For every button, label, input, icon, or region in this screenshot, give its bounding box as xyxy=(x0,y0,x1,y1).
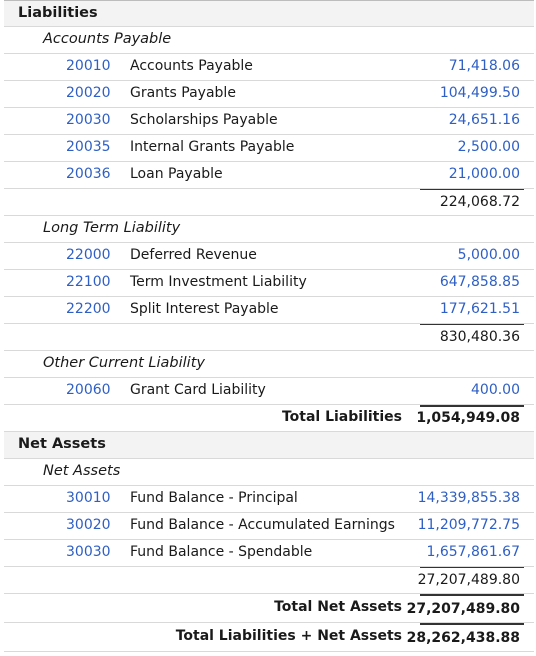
account-number-link[interactable]: 20060 xyxy=(66,382,111,398)
account-name: Accounts Payable xyxy=(130,58,253,74)
subtotal-cell: 224,068.72 xyxy=(420,189,524,216)
group-header-long-term-liability: Long Term Liability xyxy=(4,216,534,243)
group-title: Long Term Liability xyxy=(43,220,181,236)
total-liabilities-label: Total Liabilities xyxy=(281,409,402,425)
section-header-net-assets: Net Assets xyxy=(4,432,534,459)
grand-total-row: Total Liabilities + Net Assets 28,262,43… xyxy=(4,623,534,652)
account-number-link[interactable]: 22100 xyxy=(66,274,111,290)
total-liabilities-value: 1,054,949.08 xyxy=(416,410,520,426)
account-row: 30030 Fund Balance - Spendable 1,657,861… xyxy=(4,540,534,567)
account-name: Fund Balance - Spendable xyxy=(130,544,313,560)
account-row: 20060 Grant Card Liability 400.00 xyxy=(4,378,534,405)
account-number-link[interactable]: 30020 xyxy=(66,517,111,533)
account-row: 20010 Accounts Payable 71,418.06 xyxy=(4,54,534,81)
subtotal-row: 224,068.72 xyxy=(4,189,534,216)
account-name: Deferred Revenue xyxy=(130,247,257,263)
account-amount-link[interactable]: 71,418.06 xyxy=(448,58,520,74)
account-name: Scholarships Payable xyxy=(130,112,278,128)
grand-total-cell: 28,262,438.88 xyxy=(407,623,524,651)
section-title: Liabilities xyxy=(18,5,98,21)
account-amount-link[interactable]: 1,657,861.67 xyxy=(426,544,520,560)
subtotal-value: 830,480.36 xyxy=(439,329,520,345)
total-net-assets-row: Total Net Assets 27,207,489.80 xyxy=(4,594,534,623)
account-row: 20020 Grants Payable 104,499.50 xyxy=(4,81,534,108)
account-amount-link[interactable]: 5,000.00 xyxy=(457,247,520,263)
account-number-link[interactable]: 30030 xyxy=(66,544,111,560)
account-amount-link[interactable]: 177,621.51 xyxy=(439,301,520,317)
account-row: 30020 Fund Balance - Accumulated Earning… xyxy=(4,513,534,540)
section-title: Net Assets xyxy=(18,436,106,452)
account-amount-link[interactable]: 104,499.50 xyxy=(439,85,520,101)
section-header-liabilities: Liabilities xyxy=(4,0,534,27)
account-number-link[interactable]: 30010 xyxy=(66,490,111,506)
account-name: Term Investment Liability xyxy=(130,274,307,290)
account-name: Grants Payable xyxy=(130,85,236,101)
account-number-link[interactable]: 22000 xyxy=(66,247,111,263)
group-title: Accounts Payable xyxy=(43,31,172,47)
subtotal-cell: 830,480.36 xyxy=(420,324,524,351)
account-number-link[interactable]: 20010 xyxy=(66,58,111,74)
account-name: Grant Card Liability xyxy=(130,382,266,398)
account-name: Internal Grants Payable xyxy=(130,139,295,155)
group-title: Other Current Liability xyxy=(43,355,205,371)
account-number-link[interactable]: 20036 xyxy=(66,166,111,182)
grand-total-label: Total Liabilities + Net Assets xyxy=(175,628,402,644)
subtotal-value: 224,068.72 xyxy=(439,194,520,210)
account-row: 22000 Deferred Revenue 5,000.00 xyxy=(4,243,534,270)
account-row: 30010 Fund Balance - Principal 14,339,85… xyxy=(4,486,534,513)
subtotal-cell: 27,207,489.80 xyxy=(417,567,524,594)
account-name: Loan Payable xyxy=(130,166,223,182)
account-amount-link[interactable]: 11,209,772.75 xyxy=(417,517,520,533)
account-row: 22200 Split Interest Payable 177,621.51 xyxy=(4,297,534,324)
total-net-assets-label: Total Net Assets xyxy=(274,599,402,615)
group-header-accounts-payable: Accounts Payable xyxy=(4,27,534,54)
total-liabilities-cell: 1,054,949.08 xyxy=(416,405,524,431)
account-amount-link[interactable]: 647,858.85 xyxy=(439,274,520,290)
total-liabilities-row: Total Liabilities 1,054,949.08 xyxy=(4,405,534,432)
account-row: 20035 Internal Grants Payable 2,500.00 xyxy=(4,135,534,162)
account-number-link[interactable]: 20035 xyxy=(66,139,111,155)
group-header-net-assets: Net Assets xyxy=(4,459,534,486)
account-name: Fund Balance - Accumulated Earnings xyxy=(130,517,395,533)
account-amount-link[interactable]: 21,000.00 xyxy=(448,166,520,182)
total-net-assets-cell: 27,207,489.80 xyxy=(407,594,524,622)
account-number-link[interactable]: 20020 xyxy=(66,85,111,101)
subtotal-value: 27,207,489.80 xyxy=(417,572,520,588)
account-number-link[interactable]: 20030 xyxy=(66,112,111,128)
account-row: 22100 Term Investment Liability 647,858.… xyxy=(4,270,534,297)
total-net-assets-value: 27,207,489.80 xyxy=(406,601,520,617)
grand-total-value: 28,262,438.88 xyxy=(406,630,520,646)
account-amount-link[interactable]: 2,500.00 xyxy=(457,139,520,155)
account-row: 20036 Loan Payable 21,000.00 xyxy=(4,162,534,189)
account-name: Split Interest Payable xyxy=(130,301,279,317)
account-name: Fund Balance - Principal xyxy=(130,490,298,506)
account-amount-link[interactable]: 400.00 xyxy=(471,382,520,398)
group-header-other-current-liability: Other Current Liability xyxy=(4,351,534,378)
balance-sheet: Liabilities Accounts Payable 20010 Accou… xyxy=(4,0,534,652)
account-amount-link[interactable]: 14,339,855.38 xyxy=(417,490,520,506)
subtotal-row: 830,480.36 xyxy=(4,324,534,351)
subtotal-row: 27,207,489.80 xyxy=(4,567,534,594)
account-number-link[interactable]: 22200 xyxy=(66,301,111,317)
group-title: Net Assets xyxy=(43,463,121,479)
account-amount-link[interactable]: 24,651.16 xyxy=(448,112,520,128)
account-row: 20030 Scholarships Payable 24,651.16 xyxy=(4,108,534,135)
